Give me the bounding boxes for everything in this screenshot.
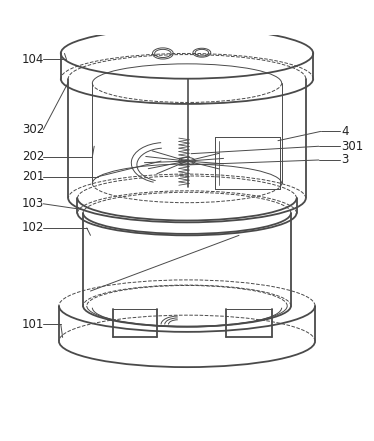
Text: 201: 201 <box>22 170 44 183</box>
Text: 4: 4 <box>341 125 349 138</box>
Text: 3: 3 <box>341 153 349 167</box>
Text: 102: 102 <box>22 221 44 235</box>
Text: 202: 202 <box>22 150 44 163</box>
Text: 301: 301 <box>341 140 363 153</box>
Text: 103: 103 <box>22 197 44 210</box>
Text: 104: 104 <box>22 52 44 66</box>
Text: 101: 101 <box>22 318 44 331</box>
Text: 302: 302 <box>22 123 44 136</box>
